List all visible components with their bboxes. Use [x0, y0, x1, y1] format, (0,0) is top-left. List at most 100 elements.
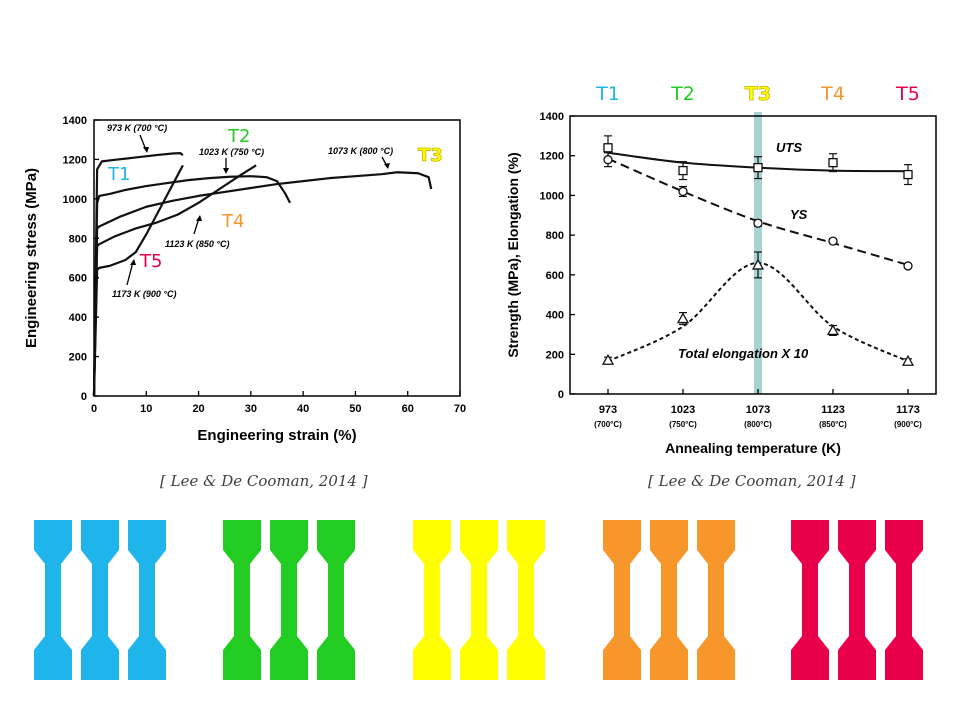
elongation-point [751, 258, 765, 270]
left-x-tick-label: 70 [454, 403, 466, 415]
elongation-point [601, 353, 615, 365]
uts-point [903, 169, 913, 180]
left-x-tick-label: 30 [245, 403, 257, 415]
arrowhead-1023k [223, 168, 229, 174]
right-x-tick-label: 973 [599, 404, 617, 416]
top-label-t4: T4 [820, 83, 845, 105]
left-y-tick-label: 400 [69, 312, 87, 324]
ys-point [828, 236, 838, 246]
right-y-tick-label: 1000 [540, 190, 564, 202]
arrowhead-973k [143, 147, 149, 153]
right-plot-frame [569, 115, 937, 395]
right-y-tick-label: 400 [546, 310, 564, 322]
stress-strain-curve-t3 [92, 171, 433, 397]
specimen-t1-3 [128, 520, 166, 680]
citation-right: [ Lee & De Cooman, 2014 ] [648, 472, 856, 490]
uts-point [603, 143, 613, 153]
annotation-973k: 973 K (700 °C) [107, 123, 167, 133]
tensile-specimen-groups [34, 520, 923, 680]
elongation-point [676, 312, 690, 324]
annotation-1123k: 1123 K (850 °C) [165, 239, 229, 249]
top-label-t5: T5 [895, 83, 920, 105]
left-y-axis-label: Engineering stress (MPa) [23, 168, 40, 348]
uts-point [678, 165, 688, 176]
stress-strain-chart: 0 10 20 30 40 50 60 70 0 200 400 600 800 1000 1200 1400… [23, 115, 466, 444]
arrowhead-1173k [130, 259, 136, 265]
ys-point [603, 155, 613, 165]
uts-point [828, 158, 838, 168]
specimen-t4-1 [603, 520, 641, 680]
stress-strain-curve-t4 [92, 164, 257, 397]
annotation-1173k: 1173 K (900 °C) [112, 289, 176, 299]
left-y-tick-label: 1200 [63, 154, 87, 166]
right-x-tick-sublabel: (750°C) [669, 420, 697, 429]
tag-label-t5: T5 [139, 251, 162, 272]
top-label-t3: T3 [745, 83, 771, 105]
specimen-t3-1 [413, 520, 451, 680]
right-y-tick-label: 1400 [540, 111, 564, 123]
specimen-t4-3 [697, 520, 735, 680]
right-y-axis-label: Strength (MPa), Elongation (%) [505, 152, 521, 357]
specimen-t1-2 [81, 520, 119, 680]
right-x-axis-label: Annealing temperature (K) [665, 440, 841, 456]
elongation-point [826, 324, 840, 336]
specimen-t5-1 [791, 520, 829, 680]
left-y-tick-label: 0 [81, 391, 87, 403]
left-x-tick-label: 60 [402, 403, 414, 415]
right-y-tick-label: 1200 [540, 151, 564, 163]
right-x-tick-sublabel: (700°C) [594, 420, 622, 429]
uts-point [753, 162, 763, 173]
left-x-tick-label: 20 [192, 403, 204, 415]
tag-label-t2: T2 [227, 126, 250, 147]
stress-strain-curve-t2 [92, 175, 292, 397]
specimen-t2-3 [317, 520, 355, 680]
top-label-t1: T1 [595, 83, 620, 105]
tag-label-t4: T4 [221, 211, 244, 232]
series-label-ys: YS [790, 207, 808, 222]
arrowhead-1073k [384, 163, 390, 169]
right-x-tick-sublabel: (800°C) [744, 420, 772, 429]
arrowhead-1123k [196, 215, 202, 221]
specimen-t3-3 [507, 520, 545, 680]
left-x-tick-label: 0 [91, 403, 97, 415]
elongation-point [901, 354, 915, 366]
right-x-tick-sublabel: (850°C) [819, 420, 847, 429]
specimen-t5-3 [885, 520, 923, 680]
series-label-elongation: Total elongation X 10 [678, 346, 809, 361]
left-x-axis-label: Engineering strain (%) [197, 427, 356, 444]
annotation-1073k: 1073 K (800 °C) [328, 146, 393, 156]
specimen-t1-1 [34, 520, 72, 680]
left-y-tick-label: 1000 [63, 194, 87, 206]
right-x-tick-label: 1123 [821, 404, 845, 416]
stress-strain-curve-t5 [92, 164, 184, 397]
left-x-tick-label: 40 [297, 403, 309, 415]
left-y-tick-label: 600 [69, 273, 87, 285]
specimen-t2-1 [223, 520, 261, 680]
right-x-tick-label: 1023 [671, 404, 695, 416]
citation-left: [ Lee & De Cooman, 2014 ] [160, 472, 368, 490]
ys-point [678, 186, 688, 197]
left-x-tick-label: 50 [349, 403, 361, 415]
specimen-t5-2 [838, 520, 876, 680]
series-label-uts: UTS [776, 140, 802, 155]
ys-point [903, 261, 913, 271]
right-y-tick-label: 800 [546, 230, 564, 242]
tag-label-t3: T3 [418, 145, 443, 166]
arrow-1173k [126, 261, 134, 286]
right-x-tick-label: 1073 [746, 404, 770, 416]
strength-vs-temperature-chart: 0 200 400 600 800 1000 1200 1400 973 (700°C) 1023 (… [505, 83, 937, 456]
left-y-tick-label: 800 [69, 233, 87, 245]
specimen-t2-2 [270, 520, 308, 680]
right-x-tick-label: 1173 [896, 404, 920, 416]
specimen-t4-2 [650, 520, 688, 680]
right-y-tick-label: 0 [558, 389, 564, 401]
right-x-tick-sublabel: (900°C) [894, 420, 922, 429]
left-plot-frame [93, 119, 461, 397]
top-label-t2: T2 [670, 83, 695, 105]
ys-point [753, 218, 763, 228]
right-y-tick-label: 600 [546, 270, 564, 282]
left-y-tick-label: 200 [69, 352, 87, 364]
tag-label-t1: T1 [107, 164, 130, 185]
specimen-t3-2 [460, 520, 498, 680]
stress-strain-curve-t1 [92, 152, 184, 397]
